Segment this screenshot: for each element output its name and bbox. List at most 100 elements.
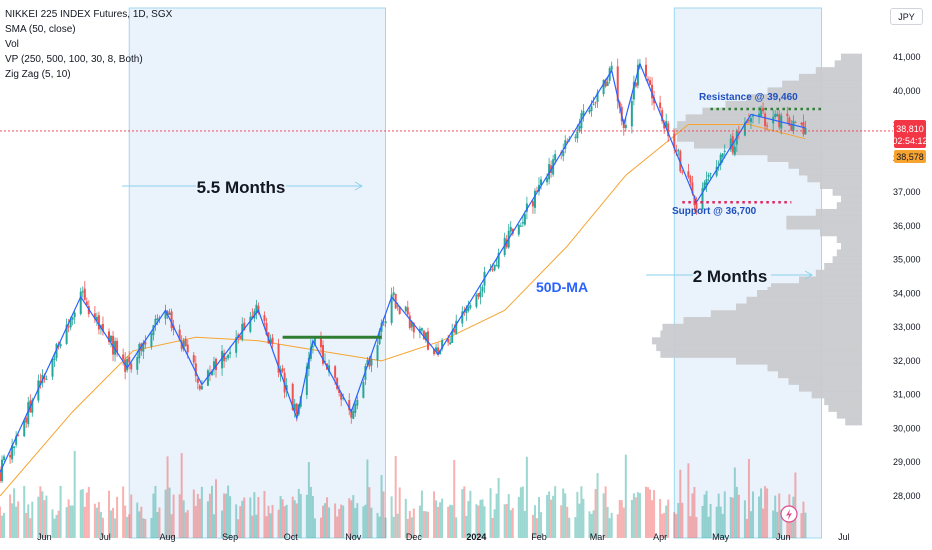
volume-bar [198, 498, 201, 538]
volume-bar [665, 505, 668, 538]
candle-body [271, 337, 274, 344]
volume-bar [11, 503, 14, 538]
tradingview-logo-icon[interactable] [780, 505, 798, 523]
currency-button[interactable]: JPY [890, 8, 923, 25]
candle-body [435, 347, 438, 352]
volume-bar [321, 505, 324, 538]
volume-bar [128, 514, 131, 538]
candle-body [186, 344, 189, 353]
volume-bar [469, 490, 472, 538]
candle-body [215, 358, 218, 370]
candle-body [116, 340, 119, 353]
volume-bar [130, 494, 133, 538]
volume-profile-row [786, 222, 862, 230]
volume-bar [166, 456, 169, 538]
candle-body [156, 318, 159, 321]
candle-body [396, 305, 399, 307]
candle-body [533, 190, 536, 208]
candle-body [424, 332, 427, 341]
legend-sma[interactable]: SMA (50, close) [5, 24, 76, 35]
volume-bar [673, 512, 676, 538]
volume-bar [184, 512, 187, 538]
volume-bar [677, 503, 680, 538]
volume-bar [749, 511, 752, 538]
volume-bar [53, 518, 56, 538]
volume-bar [352, 495, 355, 538]
candle-body [27, 402, 30, 425]
volume-bar [15, 506, 18, 538]
volume-bar [164, 489, 167, 538]
candle-body [324, 361, 327, 363]
time-tick-label: Jun [776, 532, 791, 542]
candle-body [227, 354, 230, 359]
volume-bar [29, 518, 32, 538]
volume-profile-row [736, 357, 862, 365]
candle-body [790, 124, 793, 131]
candle-body [441, 340, 444, 350]
volume-profile-row [767, 283, 862, 291]
volume-bar [418, 505, 421, 538]
candle-body [321, 345, 324, 364]
volume-bar [717, 493, 720, 538]
volume-bar [550, 499, 553, 538]
candle-body [97, 315, 100, 330]
volume-profile-row [824, 262, 862, 271]
volume-bar [168, 487, 171, 538]
volume-bar [0, 506, 1, 538]
candle-body [138, 344, 141, 359]
legend-vol[interactable]: Vol [5, 39, 19, 50]
candle-body [269, 339, 272, 344]
volume-bar [338, 508, 341, 538]
price-axis[interactable]: 28,000 29,000 30,000 31,000 32,000 33,000 34,0… [893, 52, 921, 501]
candle-body [305, 366, 308, 396]
price-tick-label: 40,000 [893, 86, 921, 96]
volume-bar [83, 506, 86, 538]
candle-body [59, 343, 62, 347]
legend-zigzag[interactable]: Zig Zag (5, 10) [5, 69, 71, 80]
volume-bar [517, 496, 520, 538]
volume-profile-row [677, 134, 862, 142]
time-tick-label: May [712, 532, 730, 542]
legend-symbol[interactable]: NIKKEI 225 INDEX Futures, 1D, SGX [5, 9, 173, 20]
candle-body [562, 151, 565, 157]
volume-bar [616, 514, 619, 538]
volume-bar [420, 490, 423, 538]
support-label: Support @ 36,700 [672, 206, 757, 217]
volume-bar [158, 507, 161, 538]
volume-bar [97, 502, 100, 538]
time-tick-label: Oct [284, 532, 299, 542]
candle-body [65, 324, 68, 344]
candle-body [691, 182, 694, 194]
candle-body [548, 164, 551, 180]
candle-body [15, 435, 18, 445]
volume-bar [604, 486, 607, 538]
candle-body [362, 382, 365, 398]
candle-body [83, 288, 86, 300]
volume-bar [384, 517, 387, 538]
candle-body [198, 385, 201, 390]
time-axis[interactable]: Jun Jul Aug Sep Oct Nov Dec 2024 Feb Mar Apr May Jun… [37, 532, 849, 542]
candle-body [758, 113, 761, 117]
candle-body [800, 122, 803, 125]
candle-body [328, 365, 331, 373]
volume-bar [319, 517, 322, 538]
candle-body [410, 321, 413, 328]
candle-body [418, 328, 421, 333]
volume-bar [554, 486, 557, 538]
volume-bar [762, 508, 765, 538]
volume-profile-row [725, 100, 862, 108]
volume-bar [437, 506, 440, 538]
volume-bar [336, 516, 339, 538]
volume-bar [636, 492, 639, 538]
volume-bar [237, 519, 240, 538]
candle-body [144, 341, 147, 345]
candle-body [624, 124, 627, 129]
candle-body [45, 379, 48, 381]
volume-bar [574, 517, 577, 538]
candle-body [546, 178, 549, 183]
legend-vp[interactable]: VP (250, 500, 100, 30, 8, Both) [5, 54, 143, 65]
candle-body [422, 330, 425, 340]
volume-bar [733, 467, 736, 538]
volume-bars [0, 450, 807, 538]
